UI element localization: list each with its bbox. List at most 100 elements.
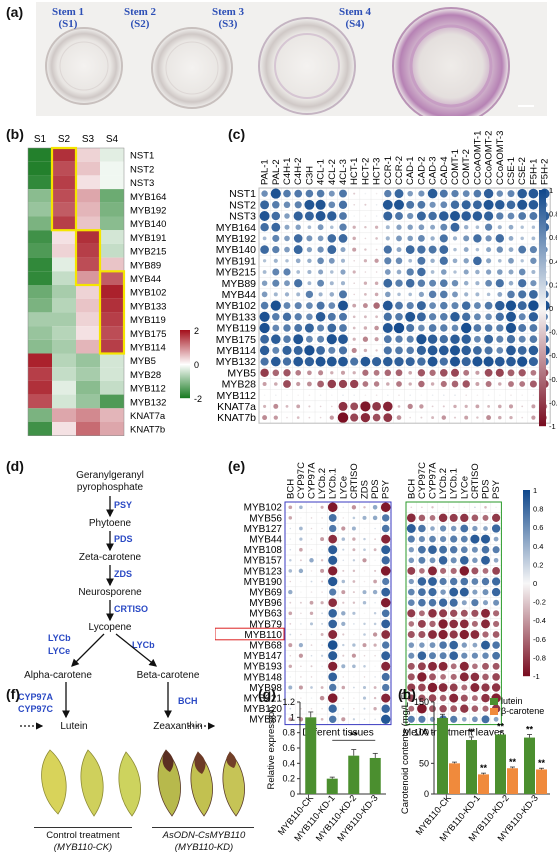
corr-c-dot	[529, 212, 538, 220]
heatmap-b-legend-step	[180, 385, 190, 387]
corr-c-dot	[360, 401, 371, 412]
corr-c-legend-step	[539, 418, 546, 420]
corr-c-row-label: MYB191	[216, 255, 256, 267]
corr-c-legend-step	[539, 273, 546, 275]
corr-c-legend-step	[539, 411, 546, 413]
corr-c-dot	[328, 257, 335, 264]
corr-c-dot	[352, 247, 357, 252]
corr-c-dot	[396, 381, 402, 387]
corr-c-dot	[496, 347, 504, 354]
corr-c-dot	[428, 290, 437, 299]
heatmap-b-col-label: S2	[58, 134, 71, 145]
corr-c-legend-step	[539, 247, 546, 249]
corr-c-legend-step	[539, 256, 546, 258]
corr-c-legend-step	[539, 198, 546, 200]
bar-h-bar	[437, 717, 448, 794]
corr-c-dot	[375, 215, 378, 217]
corr-e-right-dot	[407, 694, 416, 702]
corr-e-left-dot	[310, 633, 313, 636]
heatmap-b-legend-step	[180, 345, 190, 347]
corr-c-dot	[304, 356, 315, 367]
corr-e-left-dot	[352, 611, 356, 615]
corr-c-legend-step	[539, 213, 546, 215]
corr-e-legend-step	[523, 570, 530, 572]
corr-e-right-dot	[450, 673, 457, 680]
corr-e-row-label: MYB190	[244, 577, 283, 588]
corr-c-dot	[307, 225, 312, 230]
corr-c-dot	[307, 381, 312, 387]
corr-c-dot	[452, 236, 458, 241]
panel-label-d: (d)	[6, 458, 24, 474]
corr-c-dot	[463, 235, 470, 242]
corr-c-dot	[509, 415, 513, 420]
corr-e-left-dot	[342, 517, 345, 519]
corr-e-right-dot	[493, 620, 500, 627]
corr-c-legend-step	[539, 384, 546, 386]
heatmap-b-cell	[52, 257, 76, 272]
heatmap-b-cell	[52, 285, 76, 299]
corr-c-dot	[382, 199, 393, 210]
corr-c-legend-step	[539, 291, 546, 293]
corr-c-legend-step	[539, 354, 546, 356]
corr-c-dot	[308, 394, 311, 397]
corr-e-left-dot	[352, 569, 356, 573]
corr-c-dot	[396, 235, 402, 242]
corr-e-left-dot	[289, 707, 292, 710]
corr-c-row-label: MYB164	[216, 222, 256, 234]
heatmap-b-legend-step	[180, 372, 190, 374]
corr-e-left-dot	[381, 693, 391, 703]
corr-e-legend-step	[523, 666, 530, 668]
bar-h-bar	[507, 768, 518, 794]
heatmap-b-row-label: MYB119	[130, 315, 166, 326]
corr-e-legend-tick: 0	[533, 579, 537, 588]
corr-e-legend-step	[523, 646, 530, 648]
corr-c-dot	[417, 369, 426, 377]
corr-c-dot	[272, 201, 280, 209]
corr-e-left-dot	[289, 633, 292, 636]
corr-e-left-dot	[363, 506, 366, 509]
corr-c-dot	[406, 302, 414, 310]
heatmap-b-highlight	[74, 229, 102, 287]
corr-e-row-label: MYB98	[249, 683, 282, 694]
bar-g-y-tick-label: 0.8	[282, 728, 295, 738]
corr-e-right-dot	[450, 557, 457, 564]
corr-c-dot	[285, 405, 289, 408]
corr-c-legend-step	[539, 290, 546, 292]
corr-e-right-dot	[481, 693, 490, 703]
corr-c-legend-step	[539, 250, 546, 252]
corr-c-legend-step	[539, 325, 546, 327]
corr-e-left-dot	[353, 707, 355, 710]
heatmap-b-row-label: MYB44	[130, 274, 161, 285]
corr-c-legend-step	[539, 414, 546, 416]
heatmap-b-cell	[28, 339, 52, 354]
corr-e-left-dot	[352, 643, 356, 647]
corr-c-dot	[472, 200, 482, 210]
corr-c-dot	[340, 370, 346, 375]
heatmap-b-row-label: MYB114	[130, 342, 166, 353]
corr-c-dot	[363, 281, 368, 285]
corr-c-dot	[450, 200, 460, 210]
corr-e-right-dot	[439, 545, 448, 554]
corr-c-legend-step	[539, 347, 546, 349]
corr-e-legend-step	[523, 655, 530, 657]
corr-c-dot	[452, 258, 458, 264]
corr-c-dot	[296, 270, 301, 274]
enzyme-lycb-alpha: LYCb	[48, 633, 71, 643]
corr-c-legend-step	[539, 379, 546, 381]
corr-c-legend-step	[539, 318, 546, 320]
corr-e-left-dot	[381, 619, 391, 629]
corr-e-legend-step	[523, 496, 530, 498]
corr-c-dot	[294, 313, 302, 321]
corr-c-dot	[375, 237, 378, 240]
corr-e-legend-step	[523, 498, 530, 500]
corr-c-dot	[352, 225, 356, 229]
corr-c-dot	[294, 302, 302, 310]
corr-c-dot	[308, 416, 311, 419]
corr-c-legend-step	[539, 239, 546, 241]
heatmap-b-legend-step	[180, 340, 190, 342]
corr-e-right-dot	[481, 715, 490, 724]
corr-e-left-dot	[328, 651, 338, 661]
corr-e-right-dot	[449, 683, 458, 692]
corr-c-dot	[352, 326, 356, 330]
bar-h-y-label: Carotenoid contents (mg/L FW)	[400, 692, 411, 814]
